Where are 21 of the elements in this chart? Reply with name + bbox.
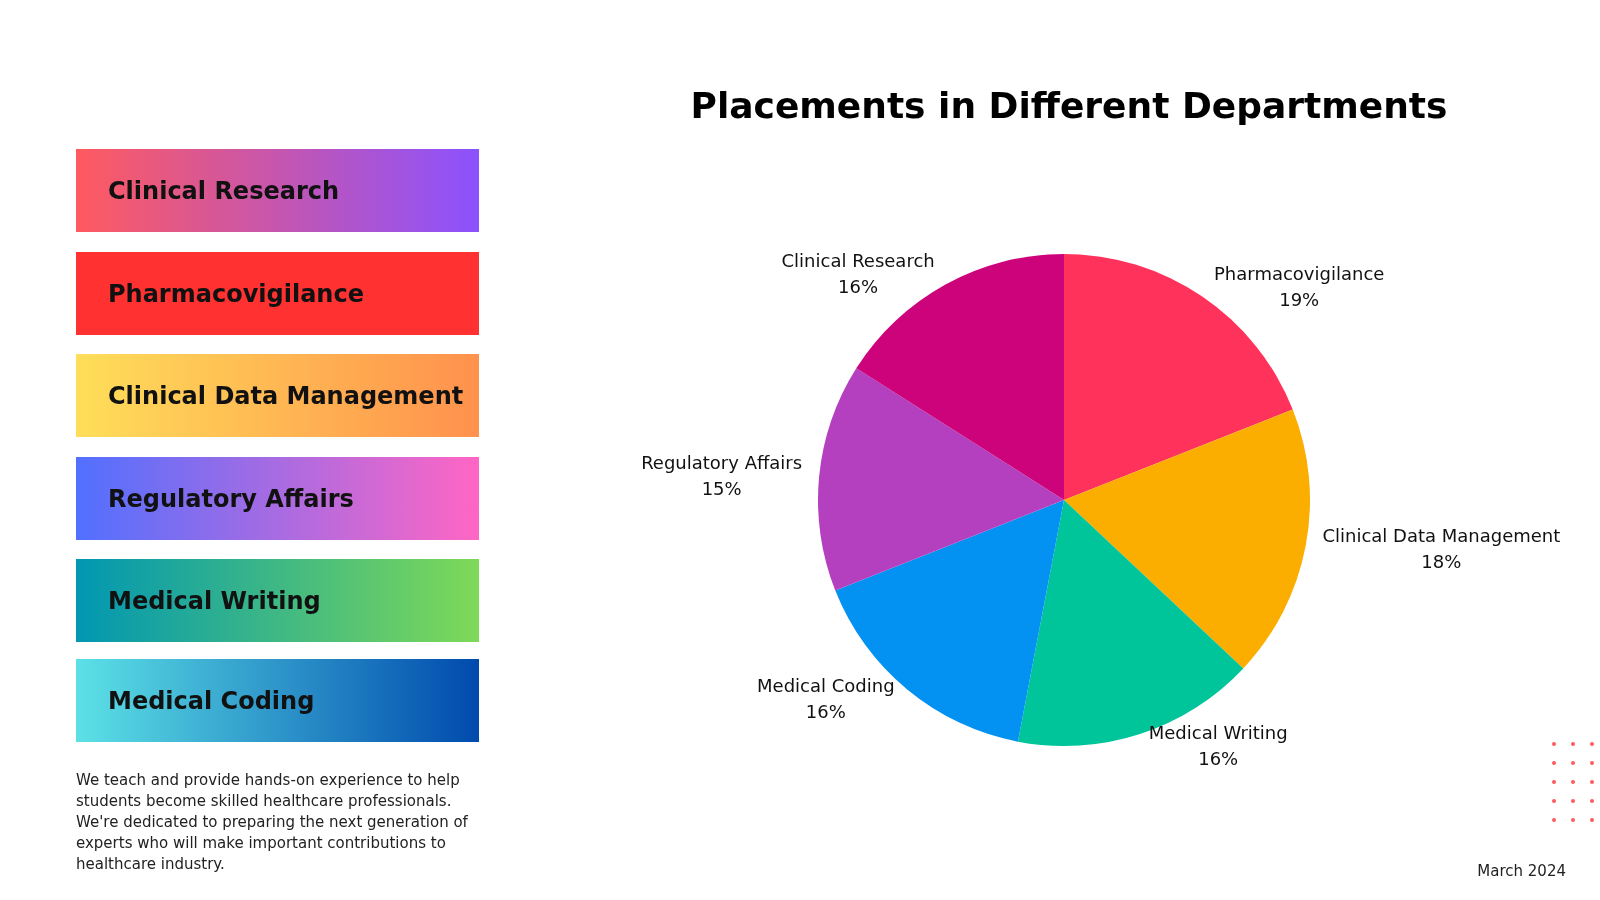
- slice-label: Clinical Research: [781, 250, 935, 272]
- slice-label: Medical Writing: [1148, 721, 1288, 743]
- category-label: Regulatory Affairs: [108, 484, 354, 513]
- category-label: Medical Writing: [108, 586, 321, 615]
- slice-label: Medical Coding: [757, 675, 895, 697]
- slice-label: Clinical Data Management: [1322, 524, 1561, 546]
- category-label: Clinical Data Management: [108, 381, 464, 410]
- chart-title: Placements in Different Departments: [690, 84, 1448, 126]
- text: We teach and provide hands-on experience to help students become skilled healthcare professionals. We're dedicated to preparing the next generation of experts who will make important contributions to healthcare industry.: [76, 770, 469, 875]
- slice-label: Regulatory Affairs: [641, 452, 803, 474]
- data-label: 16%: [805, 701, 846, 723]
- data-label: 19%: [1279, 289, 1320, 311]
- category-label: Medical Coding: [108, 686, 315, 715]
- category-label: Pharmacovigilance: [108, 279, 364, 308]
- text: March 2024: [1477, 862, 1566, 880]
- data-label: 18%: [1421, 550, 1462, 572]
- category-label: Clinical Research: [108, 176, 340, 205]
- slice-label: Pharmacovigilance: [1214, 263, 1385, 285]
- data-label: 16%: [838, 276, 879, 298]
- data-label: 15%: [701, 478, 742, 500]
- data-label: 16%: [1198, 747, 1239, 769]
